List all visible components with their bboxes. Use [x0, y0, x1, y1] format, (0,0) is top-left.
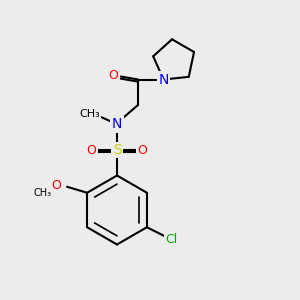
- Text: O: O: [51, 179, 61, 192]
- Text: N: N: [158, 73, 169, 86]
- Text: CH₃: CH₃: [34, 188, 52, 198]
- Text: Cl: Cl: [165, 233, 177, 246]
- Text: N: N: [158, 73, 169, 86]
- Text: S: S: [112, 143, 122, 157]
- Text: O: O: [109, 68, 118, 82]
- Text: O: O: [87, 143, 96, 157]
- Text: O: O: [138, 143, 147, 157]
- Text: CH₃: CH₃: [80, 109, 100, 119]
- Text: N: N: [112, 118, 122, 131]
